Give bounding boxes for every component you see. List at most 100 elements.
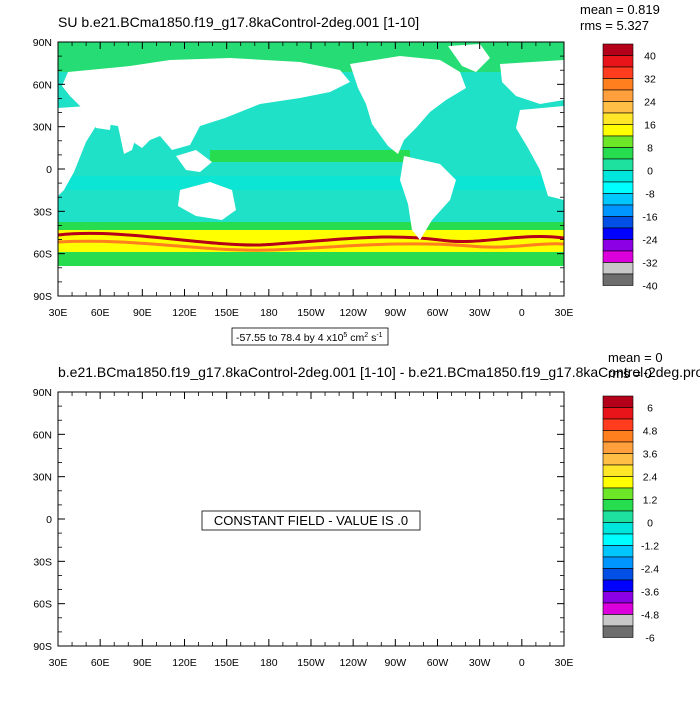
land-africa [58, 106, 96, 196]
colorbar-swatch [602, 78, 634, 91]
colorbar-swatch [602, 614, 634, 627]
x-tick-label: 90E [133, 657, 152, 669]
colorbar-swatch [602, 453, 634, 466]
svg-text:-57.55 to 78.4 by 4 x105 cm2 s: -57.55 to 78.4 by 4 x105 cm2 s-1 [236, 332, 383, 344]
acc-jet-orange [58, 239, 564, 252]
colorbar-label: 4.8 [643, 426, 658, 438]
colorbar-swatch [602, 441, 634, 454]
land-arabia [88, 106, 112, 130]
constant-field-box: CONSTANT FIELD - VALUE IS .0 [201, 510, 421, 531]
colorbar-top: 40 32 24 16 8 0 -8 -16 -24 -32 -40 [602, 43, 658, 293]
x-tick-label: 90W [385, 657, 407, 669]
colorbar-label: 0 [647, 518, 653, 530]
colorbar-swatch [602, 262, 634, 275]
colorbar-swatch [602, 170, 634, 183]
colorbar-swatch [602, 545, 634, 558]
x-tick-label: 120W [339, 657, 367, 669]
colorbar-swatch [602, 591, 634, 604]
colorbar-swatch [602, 430, 634, 443]
colorbar-swatch [602, 510, 634, 523]
y-tick-label: 90N [33, 387, 52, 399]
x-tick-label: 90E [133, 307, 152, 319]
colorbar-swatch [602, 407, 634, 420]
y-tick-label: 30N [33, 122, 52, 134]
colorbar-swatch [602, 124, 634, 137]
panel-bottom-mean: mean = 0 [608, 350, 663, 365]
land-india [118, 126, 138, 154]
land-south-america [400, 156, 456, 240]
colorbar-swatch [602, 112, 634, 125]
colorbar-bottom: 6 4.8 3.6 2.4 1.2 0 -1.2 -2.4 -3.6 -4.8 -6 [602, 395, 659, 645]
colorbar-label: -4.8 [641, 610, 659, 622]
colorbar-label: 16 [644, 120, 656, 132]
axis-ticks-top: 90N 60N 30N 0 30S 60S 90S 30E 60E 90E 120E 150E 180 1… [33, 37, 574, 319]
contour-info-text: -57.55 to 78.4 by 4 x10 [236, 332, 344, 344]
x-tick-label: 120W [339, 307, 367, 319]
x-tick-label: 60E [91, 657, 110, 669]
colorbar-label: 2.4 [643, 472, 658, 484]
y-tick-label: 60N [33, 429, 52, 441]
x-tick-label: 180 [260, 657, 278, 669]
panel-top-rms: rms = 5.327 [580, 18, 649, 33]
equatorial-band-2 [58, 176, 564, 190]
y-tick-label: 30S [33, 556, 52, 568]
colorbar-swatch [602, 476, 634, 489]
y-tick-label: 30N [33, 472, 52, 484]
colorbar-swatch [602, 499, 634, 512]
colorbar-label: 1.2 [643, 495, 658, 507]
axis-ticks-bottom: 90N 60N 30N 0 30S 60S 90S 30E 60E 90E 120E 150E 180 1… [33, 387, 574, 669]
colorbar-swatch [602, 556, 634, 569]
land-australia [178, 182, 236, 220]
colorbar-swatch [602, 239, 634, 252]
land-north-america [350, 56, 466, 154]
x-tick-label: 30E [49, 307, 68, 319]
x-tick-label: 30W [469, 657, 491, 669]
colorbar-swatch [602, 522, 634, 535]
colorbar-label: 40 [644, 51, 656, 63]
x-tick-label: 120E [172, 307, 197, 319]
x-tick-label: 150W [297, 657, 325, 669]
x-tick-label: 120E [172, 657, 197, 669]
colorbar-swatch [602, 216, 634, 229]
x-tick-label: 30E [555, 657, 574, 669]
x-tick-label: 150W [297, 307, 325, 319]
x-tick-label: 150E [214, 307, 239, 319]
colorbar-swatch [602, 395, 634, 408]
colorbar-label: -32 [642, 258, 657, 270]
y-tick-label: 60N [33, 79, 52, 91]
colorbar-swatch [602, 43, 634, 56]
contour-info-exp2: 2 [364, 332, 368, 339]
y-tick-label: 60S [33, 249, 52, 261]
colorbar-swatch [602, 89, 634, 102]
colorbar-label: 6 [647, 403, 653, 415]
colorbar-label: 8 [647, 143, 653, 155]
land-africa-east-wrap [516, 106, 564, 200]
map-field-top [58, 42, 564, 296]
colorbar-swatch [602, 158, 634, 171]
colorbar-swatch [602, 193, 634, 206]
colorbar-label: 24 [644, 97, 656, 109]
colorbar-swatch [602, 227, 634, 240]
x-tick-label: 30W [469, 307, 491, 319]
colorbar-swatch [602, 101, 634, 114]
colorbar-swatch [602, 135, 634, 148]
y-tick-label: 90S [33, 291, 52, 303]
colorbar-label: 0 [647, 166, 653, 178]
colorbar-swatch [602, 250, 634, 263]
colorbar-swatch [602, 147, 634, 160]
contour-info-exp1: 5 [343, 332, 347, 339]
land-sea-asia [176, 150, 212, 172]
colorbar-swatch [602, 579, 634, 592]
colorbar-label: -40 [642, 281, 657, 293]
colorbar-swatch [602, 602, 634, 615]
colorbar-label: 3.6 [643, 449, 658, 461]
x-tick-label: 60W [427, 657, 449, 669]
x-tick-label: 60W [427, 307, 449, 319]
x-tick-label: 180 [260, 307, 278, 319]
x-tick-label: 30E [555, 307, 574, 319]
panel-top: SU b.e21.BCma1850.f19_g17.8kaControl-2de… [33, 2, 660, 346]
colorbar-label: 32 [644, 74, 656, 86]
x-tick-label: 150E [214, 657, 239, 669]
colorbar-label: -3.6 [641, 587, 659, 599]
panel-bottom-rms: rms = 0 [608, 366, 652, 381]
